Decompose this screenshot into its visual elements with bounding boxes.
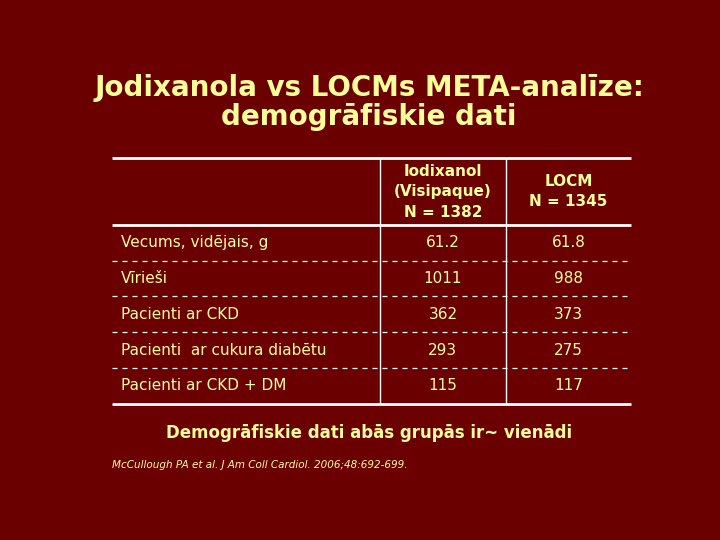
Text: 373: 373 (554, 307, 583, 322)
Text: LOCM
N = 1345: LOCM N = 1345 (529, 174, 608, 210)
Text: McCullough PA et al. J Am Coll Cardiol. 2006;48:692-699.: McCullough PA et al. J Am Coll Cardiol. … (112, 460, 408, 470)
Text: Demogrāfiskie dati abās grupās ir~ vienādi: Demogrāfiskie dati abās grupās ir~ vienā… (166, 424, 572, 442)
Text: Vīrieši: Vīrieši (121, 271, 168, 286)
Text: 988: 988 (554, 271, 583, 286)
Text: 1011: 1011 (423, 271, 462, 286)
Text: Vecums, vidējais, g: Vecums, vidējais, g (121, 235, 268, 250)
Text: Pacienti ar CKD: Pacienti ar CKD (121, 307, 239, 322)
Text: demogrāfiskie dati: demogrāfiskie dati (221, 103, 517, 131)
Text: 362: 362 (428, 307, 457, 322)
Text: 115: 115 (428, 379, 457, 393)
Text: 117: 117 (554, 379, 583, 393)
Text: Jodixanola vs LOCMs META-analīze:: Jodixanola vs LOCMs META-analīze: (94, 73, 644, 102)
Text: 61.8: 61.8 (552, 235, 585, 250)
Text: Pacienti  ar cukura diabētu: Pacienti ar cukura diabētu (121, 342, 326, 357)
Text: 61.2: 61.2 (426, 235, 460, 250)
Text: Pacienti ar CKD + DM: Pacienti ar CKD + DM (121, 379, 286, 393)
Text: 275: 275 (554, 342, 583, 357)
Text: 293: 293 (428, 342, 457, 357)
Text: Iodixanol
(Visipaque)
N = 1382: Iodixanol (Visipaque) N = 1382 (394, 164, 492, 220)
